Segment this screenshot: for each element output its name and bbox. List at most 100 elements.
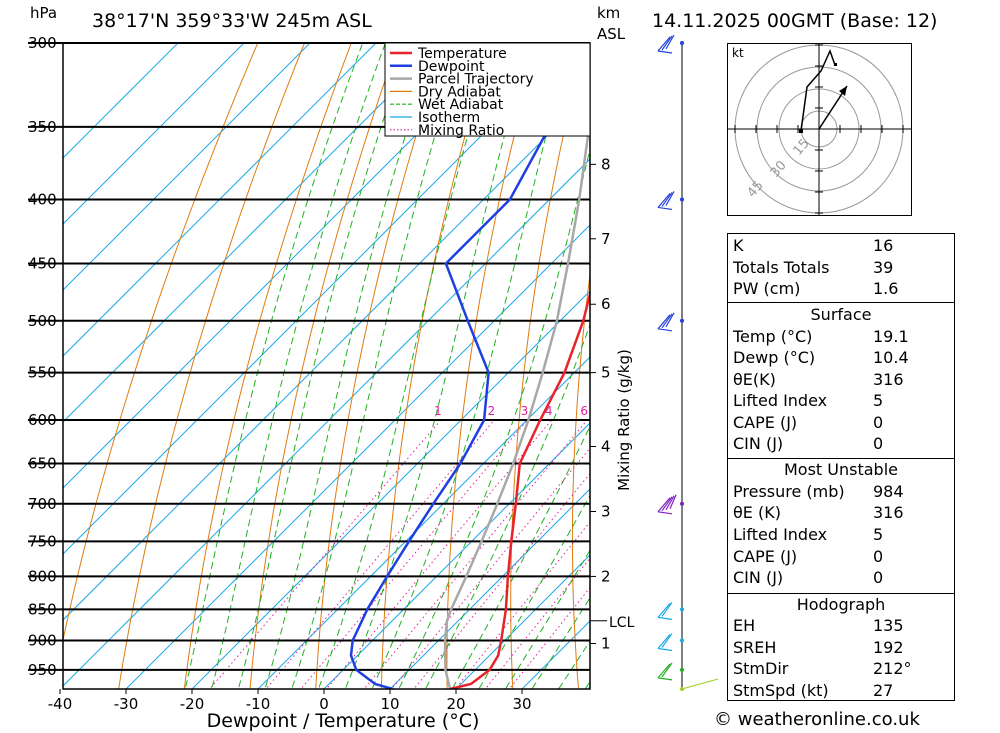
mixing-ratio-label: 2 (488, 404, 496, 418)
index-row-k: K 16 (728, 236, 954, 257)
copyright-footer[interactable]: © weatheronline.co.uk (714, 709, 920, 730)
wet-adiabat-line (184, 43, 364, 689)
pressure-tick-label: 700 (28, 495, 57, 513)
wind-barb-flag (665, 191, 675, 206)
mixing-ratio-line (300, 419, 528, 689)
index-row-s-dewp: Dewp (°C) 10.4 (728, 348, 954, 369)
index-row-s-li: Lifted Index 5 (728, 391, 954, 412)
km-tick-label: 8 (601, 155, 611, 173)
x-tick-label: -10 (246, 695, 271, 713)
dewpoint-curve (349, 43, 569, 689)
pressure-tick-label: 350 (28, 118, 57, 136)
legend-label: Wet Adiabat (418, 97, 504, 113)
wind-barb-flag (657, 314, 671, 330)
wind-barb-flag (661, 192, 673, 207)
legend-label: Dewpoint (418, 59, 485, 75)
wet-adiabat-line (531, 596, 590, 689)
dry-adiabat-line (63, 43, 259, 643)
mixing-ratio-label: 1 (434, 404, 442, 418)
legend-label: Temperature (417, 46, 507, 62)
sreh-label: SREH (733, 638, 777, 657)
storm-motion-arrowhead (839, 86, 847, 96)
surface-title: Surface (810, 305, 872, 324)
wind-barb-flag (657, 193, 671, 208)
mixing-ratio-label: 8 (607, 404, 615, 418)
km-unit: km (597, 4, 621, 22)
wind-barb-flag (657, 36, 671, 52)
wind-level-dot (680, 197, 684, 202)
lcl-label: LCL (609, 615, 635, 631)
km-tick-label: 5 (601, 364, 611, 382)
mixing-ratio-label: 6 (580, 404, 588, 418)
index-row-tt: Totals Totals 39 (728, 258, 954, 279)
separator (728, 458, 954, 459)
wet-adiabat-line (504, 549, 590, 689)
isotherm-line (323, 422, 590, 689)
stmspd-label: StmSpd (kt) (733, 681, 829, 700)
mixing-ratio-label: 3 (521, 404, 529, 418)
wet-adiabat-line (211, 43, 386, 689)
hodo-start-marker (799, 129, 803, 133)
stmdir-label: StmDir (733, 659, 789, 678)
parcel-trajectory-curve (443, 109, 590, 689)
wind-barb-staff (657, 511, 673, 515)
wind-level-dot (680, 318, 684, 323)
hodo-unit: kt (732, 46, 744, 60)
wind-barb-flag (657, 497, 671, 513)
x-tick-label: 20 (446, 695, 465, 713)
stmdir-value: 212° (873, 659, 912, 678)
wind-barb-staff (657, 328, 673, 332)
dry-adiabat-line (956, 6, 1000, 698)
wet-adiabat-line (317, 43, 496, 689)
wind-level-dot (680, 41, 684, 45)
separator (728, 302, 954, 303)
k-label: K (733, 236, 744, 255)
legend-label: Dry Adiabat (418, 84, 501, 100)
s-dewp-value: 10.4 (873, 348, 909, 367)
stmspd-value: 27 (873, 681, 894, 700)
pressure-tick-label: 300 (28, 34, 57, 52)
mu-p-label: Pressure (mb) (733, 482, 845, 501)
x-tick-label: -40 (48, 695, 73, 713)
mu-cape-label: CAPE (J) (733, 547, 798, 566)
pressure-tick-label: 600 (28, 411, 57, 429)
wind-barb-flag (669, 494, 677, 510)
index-row-mu-p: Pressure (mb) 984 (728, 482, 954, 503)
separator (728, 593, 954, 594)
wet-adiabat-line (264, 43, 436, 689)
index-row-mu-the: θE (K) 316 (728, 503, 954, 524)
s-the-value: 316 (873, 370, 904, 389)
k-value: 16 (873, 236, 894, 255)
km-tick-label: 6 (601, 295, 611, 313)
wind-barb (681, 678, 719, 690)
wind-barb-flag (657, 602, 671, 618)
mixing-ratio-line (265, 419, 495, 689)
s-temp-label: Temp (°C) (733, 327, 813, 346)
mu-the-value: 316 (873, 503, 904, 522)
wind-barb-flag (661, 633, 673, 648)
wind-barb-flag (665, 34, 675, 50)
wind-barb-staff (657, 50, 673, 54)
hodograph: kt 15 30 45 (727, 43, 912, 216)
index-row-s-cin: CIN (J) 0 (728, 434, 954, 455)
wind-barb-flag (657, 663, 671, 679)
wet-adiabat-line (237, 43, 410, 689)
mu-cape-value: 0 (873, 547, 884, 566)
km-tick-label: 1 (601, 634, 611, 652)
tt-value: 39 (873, 258, 894, 277)
legend-label: Isotherm (418, 110, 480, 126)
pressure-tick-label: 650 (28, 454, 57, 472)
km-tick-label: 7 (601, 230, 611, 248)
wind-barb-flag (661, 35, 673, 51)
isotherm-line (63, 43, 245, 225)
index-row-stmspd: StmSpd (kt) 27 (728, 681, 954, 702)
mixing-ratio-axis-label: Mixing Ratio (g/kg) (615, 349, 633, 491)
wind-barb-staff (657, 647, 673, 652)
s-cape-value: 0 (873, 413, 884, 432)
pw-label: PW (cm) (733, 279, 801, 298)
x-tick-label: -20 (180, 695, 205, 713)
eh-value: 135 (873, 616, 904, 635)
km-tick-label: 4 (601, 437, 611, 455)
